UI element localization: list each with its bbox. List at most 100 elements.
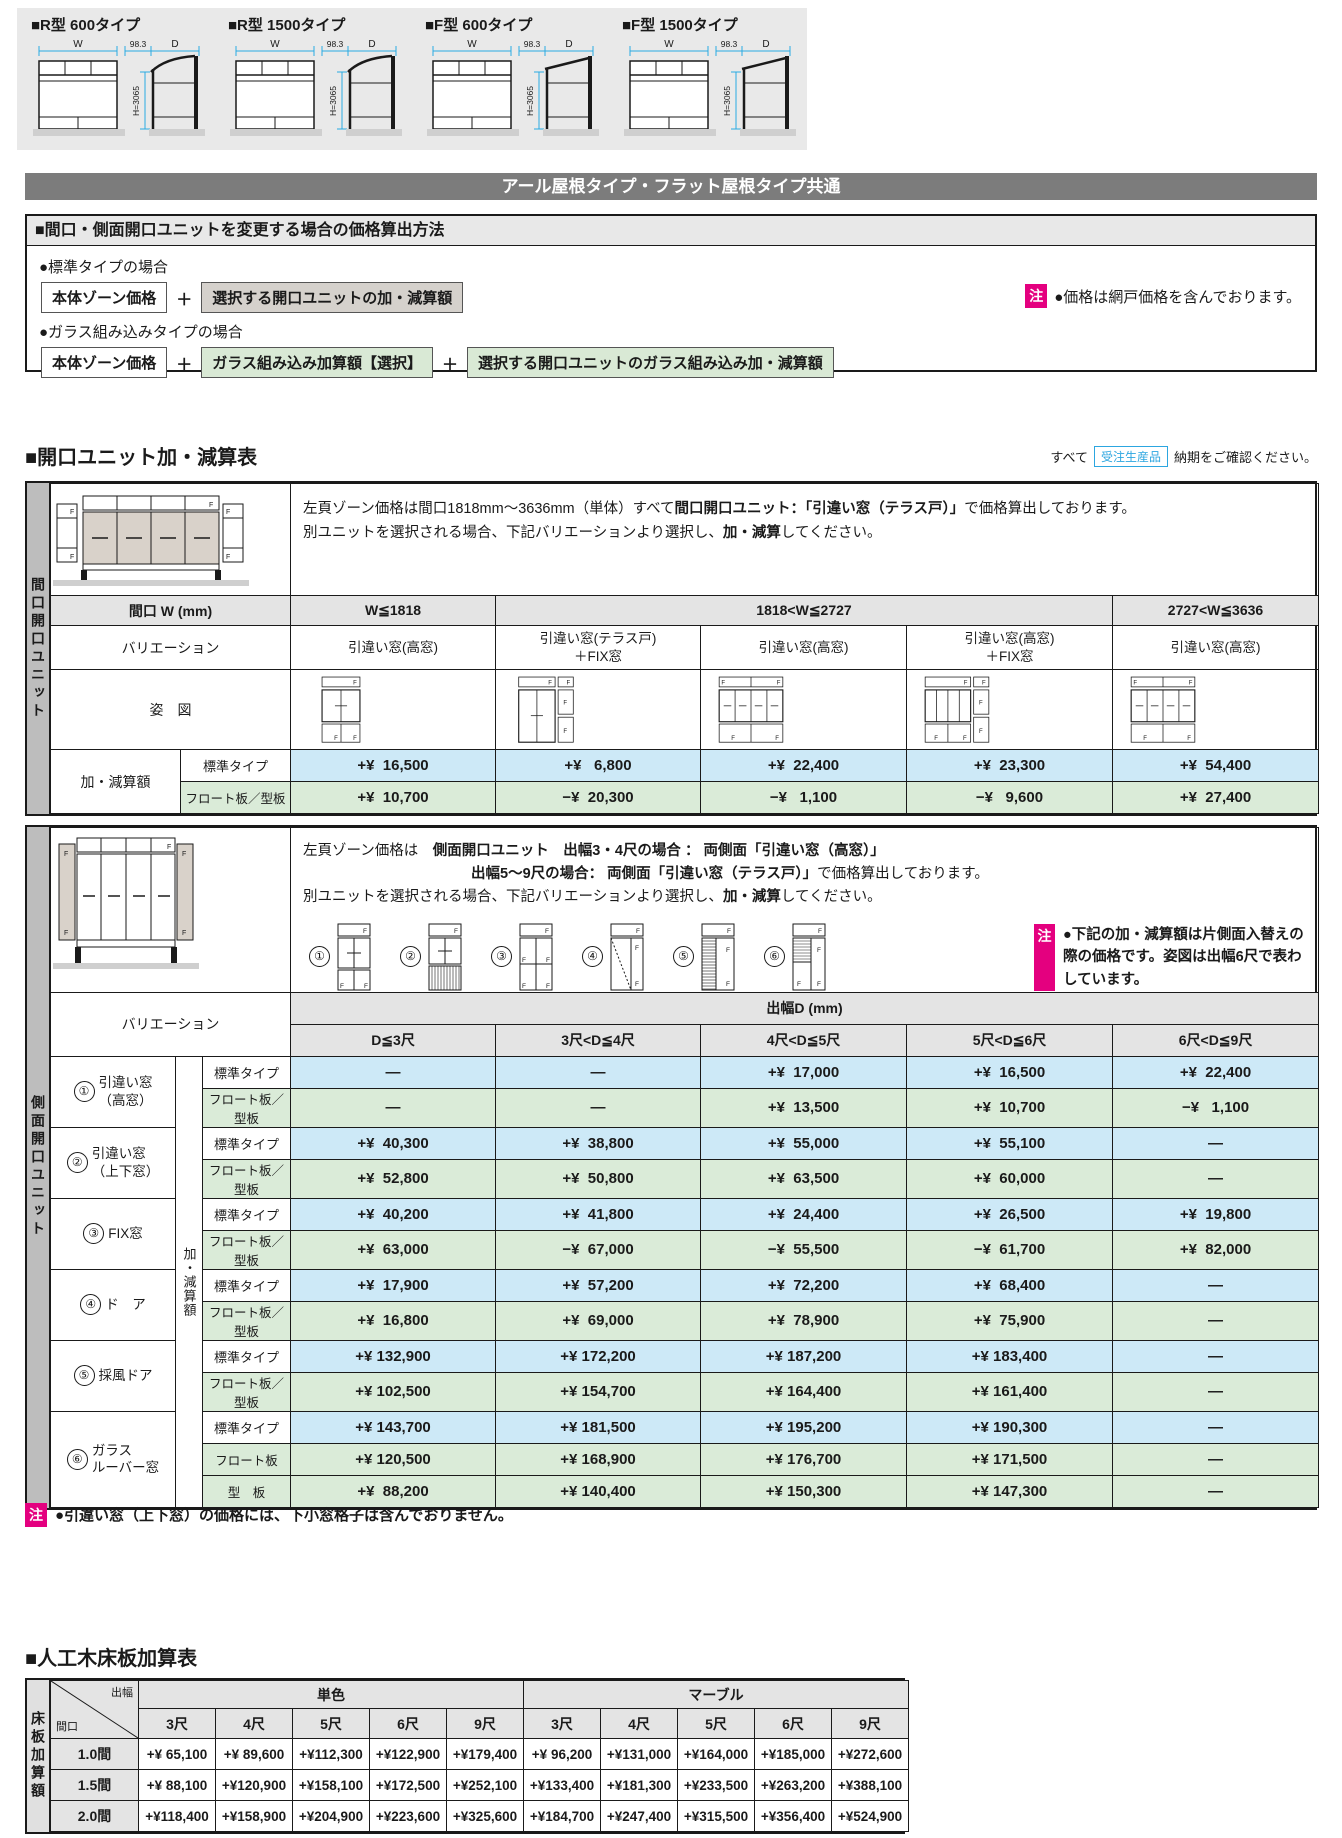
price-cell: — xyxy=(495,1055,702,1089)
svg-text:F: F xyxy=(818,928,822,935)
unit-elevation-figure: F F F F F xyxy=(50,483,291,596)
svg-text:F: F xyxy=(635,945,639,952)
price-cell: −¥ 67,000 xyxy=(495,1229,702,1270)
price-cell: +¥ 65,100 xyxy=(138,1738,216,1770)
price-cell: +¥ 16,800 xyxy=(290,1300,497,1341)
price-cell: +¥185,000 xyxy=(754,1738,833,1770)
glass-type-label: フロート板 xyxy=(201,1442,292,1476)
method-title: ■間口・側面開口ユニットを変更する場合の価格算出方法 xyxy=(27,216,1315,246)
glass-type-label: フロート板／型板 xyxy=(201,1300,292,1341)
variation-header: バリエーション xyxy=(49,991,292,1057)
price-cell: +¥ 40,300 xyxy=(290,1126,497,1160)
mini-window-figure: F F F F xyxy=(789,922,829,992)
svg-text:H=3065: H=3065 xyxy=(722,86,732,116)
variation-number: ⑥ xyxy=(764,946,786,968)
glass-type-label: 標準タイプ xyxy=(180,749,291,782)
table-row: フロート板／型板 +¥ 102,500 +¥ 154,700 +¥ 164,400 +¥… xyxy=(51,1371,1320,1412)
svg-text:F: F xyxy=(1189,680,1193,686)
variation-cell: ⑥ガラス ルーバー窓 xyxy=(50,1410,176,1508)
price-cell: +¥ 120,500 xyxy=(290,1442,497,1476)
price-cell: +¥179,400 xyxy=(445,1738,525,1770)
confirm-label: 納期をご確認ください。 xyxy=(1173,450,1317,465)
variation-cell: ⑤ 採風ドア xyxy=(50,1339,176,1412)
row-label: 1.0間 xyxy=(50,1738,139,1770)
variation-number: ② xyxy=(400,946,422,968)
desc-bold: 側面開口ユニット 出幅3・4尺の場合 ： 両側面「引違い窓（高窓）」 xyxy=(432,843,885,859)
window-figure: F F F F xyxy=(1111,669,1320,750)
price-cell: +¥158,100 xyxy=(292,1769,370,1801)
price-cell: +¥172,500 xyxy=(369,1769,447,1801)
variation-name: 引違い窓(高窓) xyxy=(700,625,907,670)
mini-window-figure: F F F xyxy=(334,922,374,992)
window-figure: F F F F F F xyxy=(906,669,1113,750)
price-cell: +¥164,000 xyxy=(677,1738,756,1770)
note-text: ●価格は網戸価格を含んでおります。 xyxy=(1054,289,1301,306)
svg-text:F: F xyxy=(454,928,458,935)
price-cell: +¥263,200 xyxy=(754,1769,833,1801)
elevation-diagram: W 98.3 D H=3065 xyxy=(620,35,802,153)
svg-text:F: F xyxy=(777,680,781,686)
width-axis-label: 間口 xyxy=(56,1721,78,1733)
diagram-title: ■R型 600タイプ xyxy=(31,17,141,34)
elevation-diagram: W 98.3 D H=3065 xyxy=(226,35,408,153)
price-cell: — xyxy=(1112,1339,1320,1373)
glass-type-label: 型 板 xyxy=(201,1474,292,1508)
price-cell: +¥ 154,700 xyxy=(495,1371,702,1412)
plus-sign: ＋ xyxy=(441,356,458,374)
diagram-r1500: ■R型 1500タイプ W 98.3 D H=3065 xyxy=(226,12,413,150)
price-cell: +¥233,500 xyxy=(677,1769,756,1801)
common-roof-banner: アール屋根タイプ・フラット屋根タイプ共通 xyxy=(25,173,1317,200)
price-cell: +¥ 143,700 xyxy=(290,1410,497,1444)
depth-col: 9尺 xyxy=(445,1708,525,1739)
desc-text: で価格算出しております。 xyxy=(964,501,1136,517)
figure-header: 姿 図 xyxy=(50,669,291,750)
variation-number: ④ xyxy=(80,1294,102,1316)
svg-text:F: F xyxy=(353,735,357,741)
svg-text:W: W xyxy=(270,39,280,50)
glass-formula: 本体ゾーン価格 ＋ ガラス組み込み加算額【選択】 ＋ 選択する開口ユニットのガラ… xyxy=(41,347,1303,378)
price-cell: +¥ 132,900 xyxy=(290,1339,497,1373)
price-cell: +¥158,900 xyxy=(215,1800,293,1832)
svg-text:F: F xyxy=(226,554,230,561)
variation-number: ③ xyxy=(491,946,513,968)
svg-text:H=3065: H=3065 xyxy=(525,86,535,116)
svg-text:F: F xyxy=(364,983,368,990)
price-cell: +¥ 78,900 xyxy=(700,1300,908,1341)
svg-text:98.3: 98.3 xyxy=(524,39,541,49)
price-cell: — xyxy=(1112,1442,1320,1476)
mini-variation: ⑤ F F F xyxy=(673,922,738,992)
svg-text:F: F xyxy=(982,680,986,686)
variation-header: バリエーション xyxy=(50,625,291,670)
price-cell: +¥ 69,000 xyxy=(495,1300,702,1341)
variation-number: ② xyxy=(66,1152,88,1174)
desc-text: してください。 xyxy=(780,524,882,541)
variation-number: ① xyxy=(309,946,331,968)
glass-add-box: ガラス組み込み加算額【選択】 xyxy=(201,347,433,378)
base-price-box: 本体ゾーン価格 xyxy=(41,347,168,378)
variation-name: 引違い窓 （上下窓） xyxy=(91,1146,160,1179)
width-range: 1818<W≦2727 xyxy=(495,595,1113,626)
price-cell: +¥ 16,500 xyxy=(906,1055,1114,1089)
price-cell: +¥ 27,400 xyxy=(1111,781,1320,814)
svg-text:F: F xyxy=(731,735,735,741)
glass-type-label: 標準タイプ xyxy=(201,1410,292,1444)
svg-text:F: F xyxy=(563,700,567,706)
price-cell: +¥247,400 xyxy=(600,1800,679,1832)
variation-name: ガラス ルーバー窓 xyxy=(91,1442,160,1476)
mini-window-figure: F F F F F xyxy=(516,922,556,992)
price-cell: +¥ 55,100 xyxy=(906,1126,1114,1160)
plus-sign: ＋ xyxy=(176,356,193,374)
depth-col: 4尺 xyxy=(600,1708,679,1739)
svg-text:F: F xyxy=(522,983,526,990)
addsub-header: 加・減算額 xyxy=(50,749,181,814)
svg-text:F: F xyxy=(64,930,68,937)
svg-text:F: F xyxy=(636,928,640,935)
price-cell: +¥ 164,400 xyxy=(700,1371,908,1412)
svg-text:F: F xyxy=(817,947,821,954)
diagonal-line xyxy=(51,1681,138,1738)
svg-text:F: F xyxy=(727,928,731,935)
svg-text:F: F xyxy=(797,981,801,988)
price-cell: +¥ 68,400 xyxy=(906,1268,1114,1302)
price-cell: +¥181,300 xyxy=(600,1769,679,1801)
